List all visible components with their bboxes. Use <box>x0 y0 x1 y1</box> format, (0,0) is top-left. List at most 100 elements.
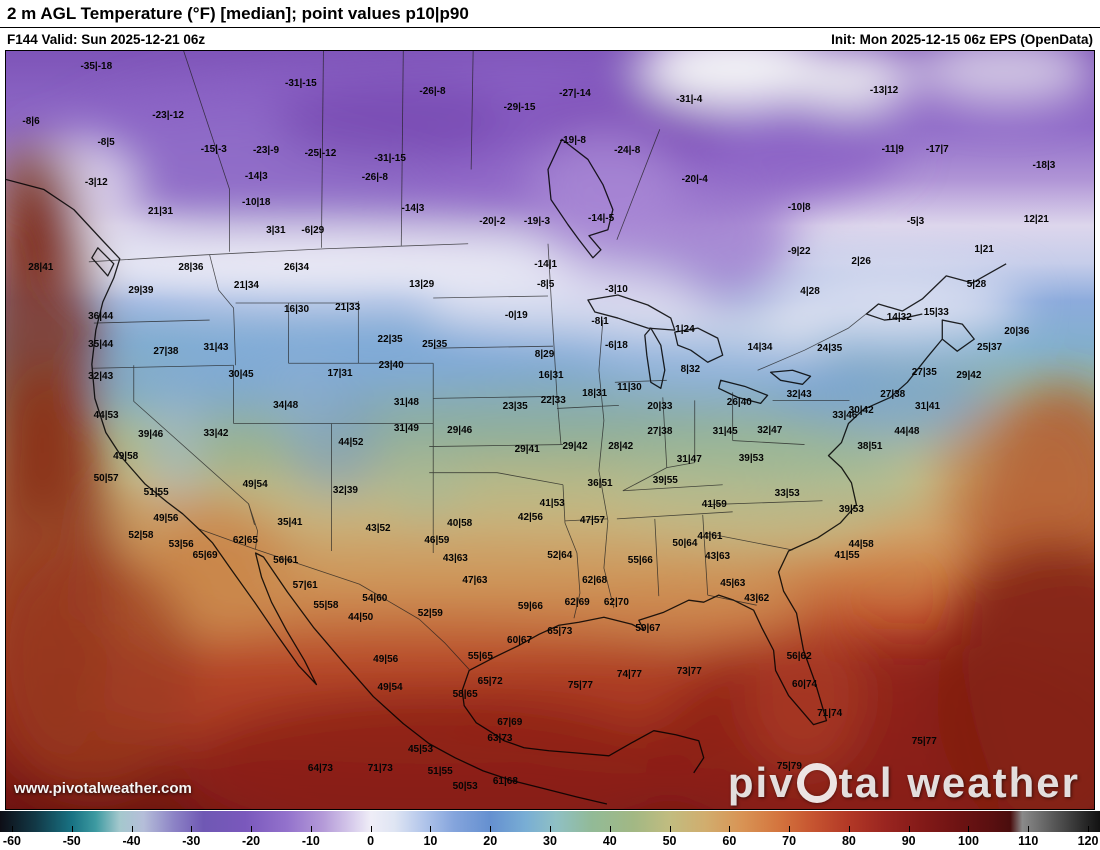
point-value: 49|56 <box>373 653 399 665</box>
point-value: -31|-15 <box>284 78 317 90</box>
colorbar-tick-mark <box>131 826 133 832</box>
point-value: 26|34 <box>283 261 310 273</box>
colorbar-tick-mark <box>789 826 791 832</box>
point-values-layer: -35|-18 -31|-15 -26|-8 -27|-14 -31|-4 -13|12 -… <box>6 51 1094 809</box>
point-value: 44|52 <box>338 436 364 448</box>
point-value: 21|33 <box>335 301 361 313</box>
point-value: 44|53 <box>93 409 119 421</box>
point-value: 28|36 <box>178 261 204 273</box>
point-value: -17|7 <box>925 143 949 155</box>
point-value: 31|41 <box>915 401 941 413</box>
point-value: 31|43 <box>203 342 229 354</box>
colorbar-tick-label: 110 <box>1018 834 1039 848</box>
point-value: 28|42 <box>608 440 634 452</box>
point-value: 52|64 <box>547 549 573 561</box>
colorbar-tick-mark <box>11 826 13 832</box>
colorbar-tick-label: 60 <box>722 834 737 848</box>
point-value: 23|35 <box>502 400 528 412</box>
point-value: -10|8 <box>787 201 811 213</box>
point-value: 56|61 <box>273 555 299 567</box>
point-value: 29|42 <box>956 370 982 382</box>
point-value: 31|47 <box>676 454 702 466</box>
point-value: 25|37 <box>977 342 1003 354</box>
point-value: 44|58 <box>848 539 874 551</box>
point-value: 26|40 <box>726 396 752 408</box>
point-value: -31|-4 <box>676 93 703 105</box>
temperature-colorbar: -60 -50 -40 -30 -20 -10 0 10 20 30 40 50 60 70 80 90 100… <box>0 811 1100 850</box>
colorbar-tick-mark <box>191 826 193 832</box>
point-value: -20|-4 <box>681 173 708 185</box>
colorbar-tick-label: -50 <box>62 834 81 848</box>
point-value: -15|-3 <box>200 143 227 155</box>
point-value: 29|41 <box>514 444 540 456</box>
point-value: 5|28 <box>966 279 987 291</box>
colorbar-tick-label: 10 <box>423 834 438 848</box>
point-value: -18|3 <box>1032 160 1056 172</box>
point-value: 30|45 <box>228 369 254 381</box>
colorbar-tick-label: 20 <box>483 834 498 848</box>
point-value: 75|77 <box>567 680 593 692</box>
colorbar-tick-mark <box>430 826 432 832</box>
point-value: 35|44 <box>88 339 114 351</box>
point-value: 52|58 <box>128 530 154 542</box>
point-value: 33|42 <box>203 427 229 439</box>
point-value: 13|29 <box>409 279 435 291</box>
point-value: 8|32 <box>680 364 701 376</box>
point-value: 55|58 <box>313 599 339 611</box>
point-value: 44|50 <box>348 611 374 623</box>
point-value: 4|28 <box>800 286 820 298</box>
point-value: -23|-9 <box>252 145 280 157</box>
model-init-label: Init: Mon 2025-12-15 06z EPS (OpenData) <box>831 31 1093 47</box>
point-value: -29|-15 <box>503 101 536 113</box>
point-value: 28|41 <box>28 261 54 273</box>
point-value: 59|66 <box>517 601 543 613</box>
point-value: 27|38 <box>647 426 673 438</box>
colorbar-tick-label: 70 <box>782 834 797 848</box>
point-value: 54|60 <box>362 593 388 605</box>
colorbar-tick-mark <box>71 826 73 832</box>
point-value: 43|63 <box>705 551 731 563</box>
forecast-valid-label: F144 Valid: Sun 2025-12-21 06z <box>7 31 206 47</box>
point-value: -11|9 <box>881 143 904 155</box>
point-value: 41|59 <box>701 499 727 511</box>
point-value: 27|35 <box>911 367 937 379</box>
pivotal-weather-logo: piv tal weather <box>728 759 1080 807</box>
point-value: -13|12 <box>869 85 899 97</box>
brand-text-right: tal weather <box>838 759 1080 806</box>
point-value: 21|34 <box>233 279 259 291</box>
point-value: 43|52 <box>365 522 391 534</box>
point-value: -31|-15 <box>374 153 406 165</box>
point-value: -24|-8 <box>614 145 641 157</box>
point-value: 73|77 <box>676 665 702 677</box>
point-value: 2|26 <box>851 255 871 267</box>
point-value: -10|18 <box>242 196 271 208</box>
watermark-url: www.pivotalweather.com <box>14 780 192 797</box>
point-value: 14|34 <box>747 342 773 354</box>
colorbar-tick-mark <box>1028 826 1030 832</box>
point-value: -19|-3 <box>523 216 551 228</box>
point-value: 36|44 <box>88 311 114 323</box>
point-value: 71|73 <box>367 762 393 774</box>
point-value: 1|21 <box>974 243 994 255</box>
point-value: 39|55 <box>652 474 678 486</box>
point-value: 16|30 <box>283 304 310 316</box>
point-value: 33|53 <box>774 488 800 500</box>
point-value: 65|69 <box>192 549 218 561</box>
point-value: 11|30 <box>617 382 642 394</box>
point-value: 17|31 <box>327 367 353 379</box>
point-value: 22|33 <box>540 395 566 407</box>
colorbar-tick-mark <box>729 826 731 832</box>
colorbar-tick-mark <box>609 826 611 832</box>
colorbar-tick-label: -40 <box>122 834 141 848</box>
point-value: 59|67 <box>635 623 661 635</box>
map-subheader: F144 Valid: Sun 2025-12-21 06z Init: Mon… <box>0 28 1100 50</box>
point-value: 55|66 <box>627 555 653 567</box>
colorbar-tick-label: -20 <box>242 834 261 848</box>
point-value: 49|54 <box>377 682 403 694</box>
point-value: -19|-8 <box>559 135 586 147</box>
point-value: 63|73 <box>487 732 513 744</box>
colorbar-tick-mark <box>550 826 551 832</box>
point-value: 49|54 <box>242 479 268 491</box>
colorbar-tick-mark <box>1088 826 1090 832</box>
map-canvas[interactable]: -35|-18 -31|-15 -26|-8 -27|-14 -31|-4 -13|12 -… <box>5 50 1095 810</box>
